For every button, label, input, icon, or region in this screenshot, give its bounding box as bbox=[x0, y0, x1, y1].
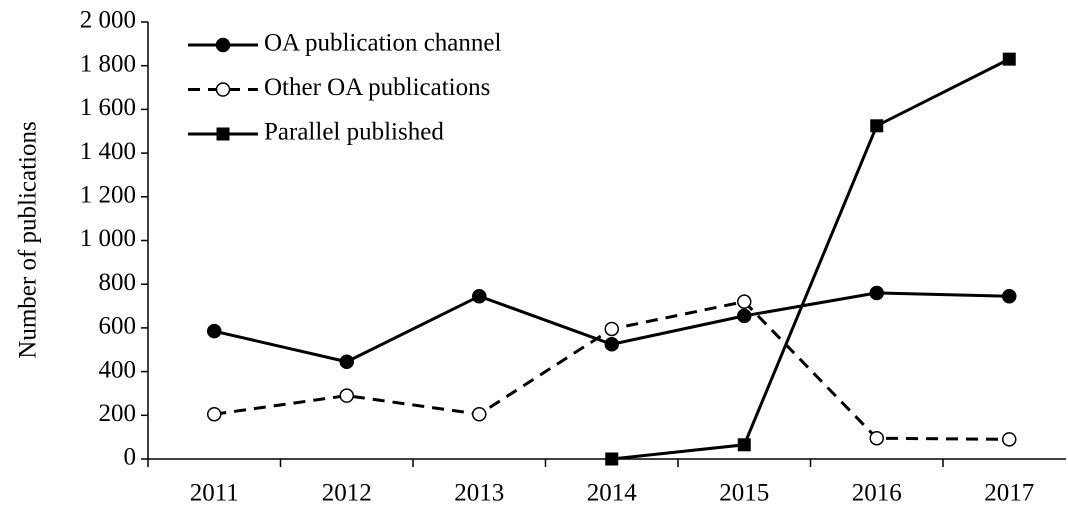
marker bbox=[1002, 432, 1017, 447]
marker bbox=[869, 430, 884, 446]
y-tick-label: 2 000 bbox=[80, 7, 136, 34]
series-line bbox=[611, 57, 1010, 461]
marker bbox=[604, 321, 619, 337]
marker bbox=[339, 388, 354, 403]
marker bbox=[737, 308, 752, 324]
legend-marker bbox=[215, 37, 231, 53]
y-tick-label: 1 000 bbox=[80, 225, 136, 252]
marker bbox=[339, 354, 354, 370]
x-tick-label: 2014 bbox=[587, 480, 638, 507]
x-tick-label: 2012 bbox=[322, 480, 372, 507]
marker bbox=[207, 406, 222, 422]
y-tick-label: 800 bbox=[99, 269, 137, 296]
y-tick-label: 1 600 bbox=[80, 94, 136, 121]
y-tick-label: 1 200 bbox=[80, 182, 136, 209]
x-tick-label: 2013 bbox=[454, 480, 504, 507]
y-tick-label: 1 400 bbox=[80, 138, 136, 165]
marker bbox=[472, 288, 487, 304]
marker bbox=[870, 119, 884, 133]
x-tick-label: 2011 bbox=[190, 480, 239, 507]
legend-marker bbox=[215, 82, 231, 97]
legend-label: OA publication channel bbox=[264, 30, 501, 57]
y-axis-label: Number of publications bbox=[15, 121, 42, 358]
legend-label: Other OA publications bbox=[264, 74, 490, 101]
y-tick-label: 1 800 bbox=[80, 50, 136, 77]
x-tick-label: 2015 bbox=[719, 480, 769, 507]
marker bbox=[1002, 52, 1016, 66]
y-tick-label: 0 bbox=[124, 444, 137, 471]
y-tick-label: 600 bbox=[99, 313, 137, 340]
marker bbox=[472, 406, 487, 422]
marker bbox=[869, 285, 884, 301]
marker bbox=[207, 323, 222, 339]
y-tick-label: 200 bbox=[99, 400, 137, 427]
marker bbox=[604, 337, 619, 352]
x-tick-label: 2016 bbox=[852, 480, 902, 507]
y-tick-label: 400 bbox=[99, 356, 137, 383]
legend-marker bbox=[216, 127, 230, 141]
marker bbox=[605, 452, 619, 466]
x-tick-label: 2017 bbox=[984, 480, 1034, 507]
marker bbox=[1002, 288, 1017, 304]
marker bbox=[737, 294, 752, 309]
legend-label: Parallel published bbox=[264, 119, 444, 146]
marker bbox=[737, 438, 751, 452]
